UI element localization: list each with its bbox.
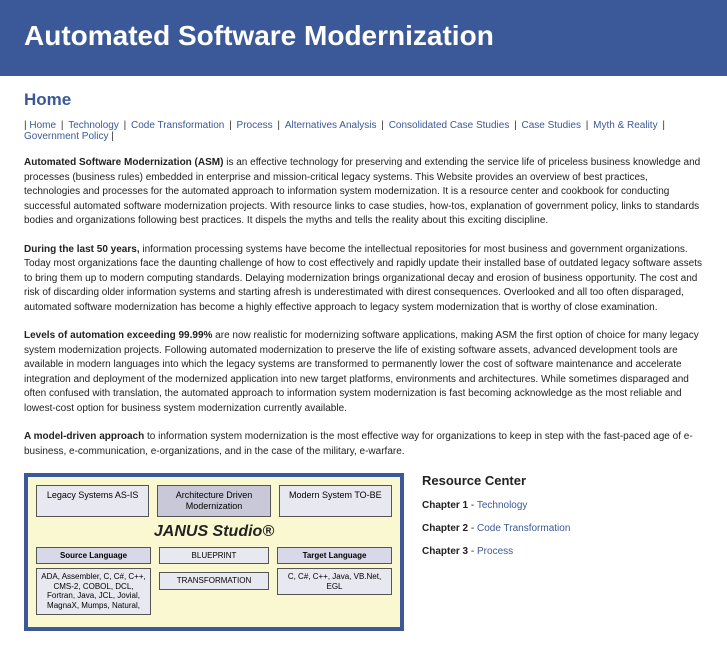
nav-sep: | <box>273 120 285 131</box>
nav-myth-reality[interactable]: Myth & Reality <box>593 120 657 131</box>
p1-bold: Automated Software Modernization (ASM) <box>24 157 223 168</box>
chapter-3: Chapter 3 - Process <box>422 546 703 557</box>
diagram-container: Legacy Systems AS-IS Architecture Driven… <box>24 473 404 631</box>
janus-diagram: Legacy Systems AS-IS Architecture Driven… <box>24 473 404 631</box>
nav-bar: | Home | Technology | Code Transformatio… <box>24 120 703 142</box>
diagram-source-body: ADA, Assembler, C, C#, C++, CMS-2, COBOL… <box>36 568 151 614</box>
chapter-3-num: Chapter 3 <box>422 546 468 557</box>
diagram-modern-cell: Modern System TO-BE <box>279 485 392 517</box>
nav-sep: | <box>509 120 521 131</box>
chapter-3-link[interactable]: Process <box>477 546 513 557</box>
nav-alternatives[interactable]: Alternatives Analysis <box>285 120 377 131</box>
diagram-target-header: Target Language <box>277 547 392 565</box>
nav-code-transformation[interactable]: Code Transformation <box>131 120 224 131</box>
intro-paragraph-4: A model-driven approach to information s… <box>24 430 703 459</box>
chapter-1: Chapter 1 - Technology <box>422 500 703 511</box>
chapter-2-link[interactable]: Code Transformation <box>477 523 570 534</box>
diagram-brand: JANUS Studio® <box>36 523 392 541</box>
p2-bold: During the last 50 years, <box>24 244 140 255</box>
page-title: Home <box>24 90 703 110</box>
diagram-legacy-cell: Legacy Systems AS-IS <box>36 485 149 517</box>
nav-home[interactable]: Home <box>29 120 56 131</box>
nav-sep: | <box>224 120 236 131</box>
main-content: Home | Home | Technology | Code Transfor… <box>0 76 727 645</box>
p4-bold: A model-driven approach <box>24 431 144 442</box>
nav-sep: | <box>581 120 593 131</box>
intro-paragraph-2: During the last 50 years, information pr… <box>24 243 703 316</box>
chapter-2: Chapter 2 - Code Transformation <box>422 523 703 534</box>
intro-paragraph-1: Automated Software Modernization (ASM) i… <box>24 156 703 229</box>
chapter-2-num: Chapter 2 <box>422 523 468 534</box>
nav-case-studies[interactable]: Case Studies <box>521 120 580 131</box>
chapter-1-num: Chapter 1 <box>422 500 468 511</box>
resource-title: Resource Center <box>422 473 703 488</box>
p3-text: are now realistic for modernizing softwa… <box>24 330 699 414</box>
nav-sep: | <box>56 120 68 131</box>
diagram-mid-col: BLUEPRINT TRANSFORMATION <box>159 547 269 619</box>
diagram-source-header: Source Language <box>36 547 151 565</box>
nav-government-policy[interactable]: Government Policy <box>24 131 108 142</box>
site-title: Automated Software Modernization <box>24 20 703 52</box>
diagram-source-col: Source Language ADA, Assembler, C, C#, C… <box>36 547 151 619</box>
nav-process[interactable]: Process <box>237 120 273 131</box>
diagram-top-row: Legacy Systems AS-IS Architecture Driven… <box>36 485 392 517</box>
site-header: Automated Software Modernization <box>0 0 727 76</box>
diagram-target-col: Target Language C, C#, C++, Java, VB.Net… <box>277 547 392 619</box>
diagram-blueprint: BLUEPRINT <box>159 547 269 565</box>
nav-sep: | <box>658 120 667 131</box>
p3-bold: Levels of automation exceeding 99.99% <box>24 330 212 341</box>
nav-sep: | <box>119 120 131 131</box>
lower-section: Legacy Systems AS-IS Architecture Driven… <box>24 473 703 631</box>
nav-sep: | <box>377 120 389 131</box>
nav-bracket: | <box>108 131 113 142</box>
intro-paragraph-3: Levels of automation exceeding 99.99% ar… <box>24 329 703 416</box>
diagram-bottom-row: Source Language ADA, Assembler, C, C#, C… <box>36 547 392 619</box>
diagram-adm-cell: Architecture Driven Modernization <box>157 485 270 517</box>
diagram-target-body: C, C#, C++, Java, VB.Net, EGL <box>277 568 392 595</box>
nav-technology[interactable]: Technology <box>68 120 119 131</box>
chapter-1-link[interactable]: Technology <box>477 500 528 511</box>
resource-center: Resource Center Chapter 1 - Technology C… <box>422 473 703 631</box>
nav-consolidated-cases[interactable]: Consolidated Case Studies <box>389 120 510 131</box>
diagram-transformation: TRANSFORMATION <box>159 572 269 590</box>
